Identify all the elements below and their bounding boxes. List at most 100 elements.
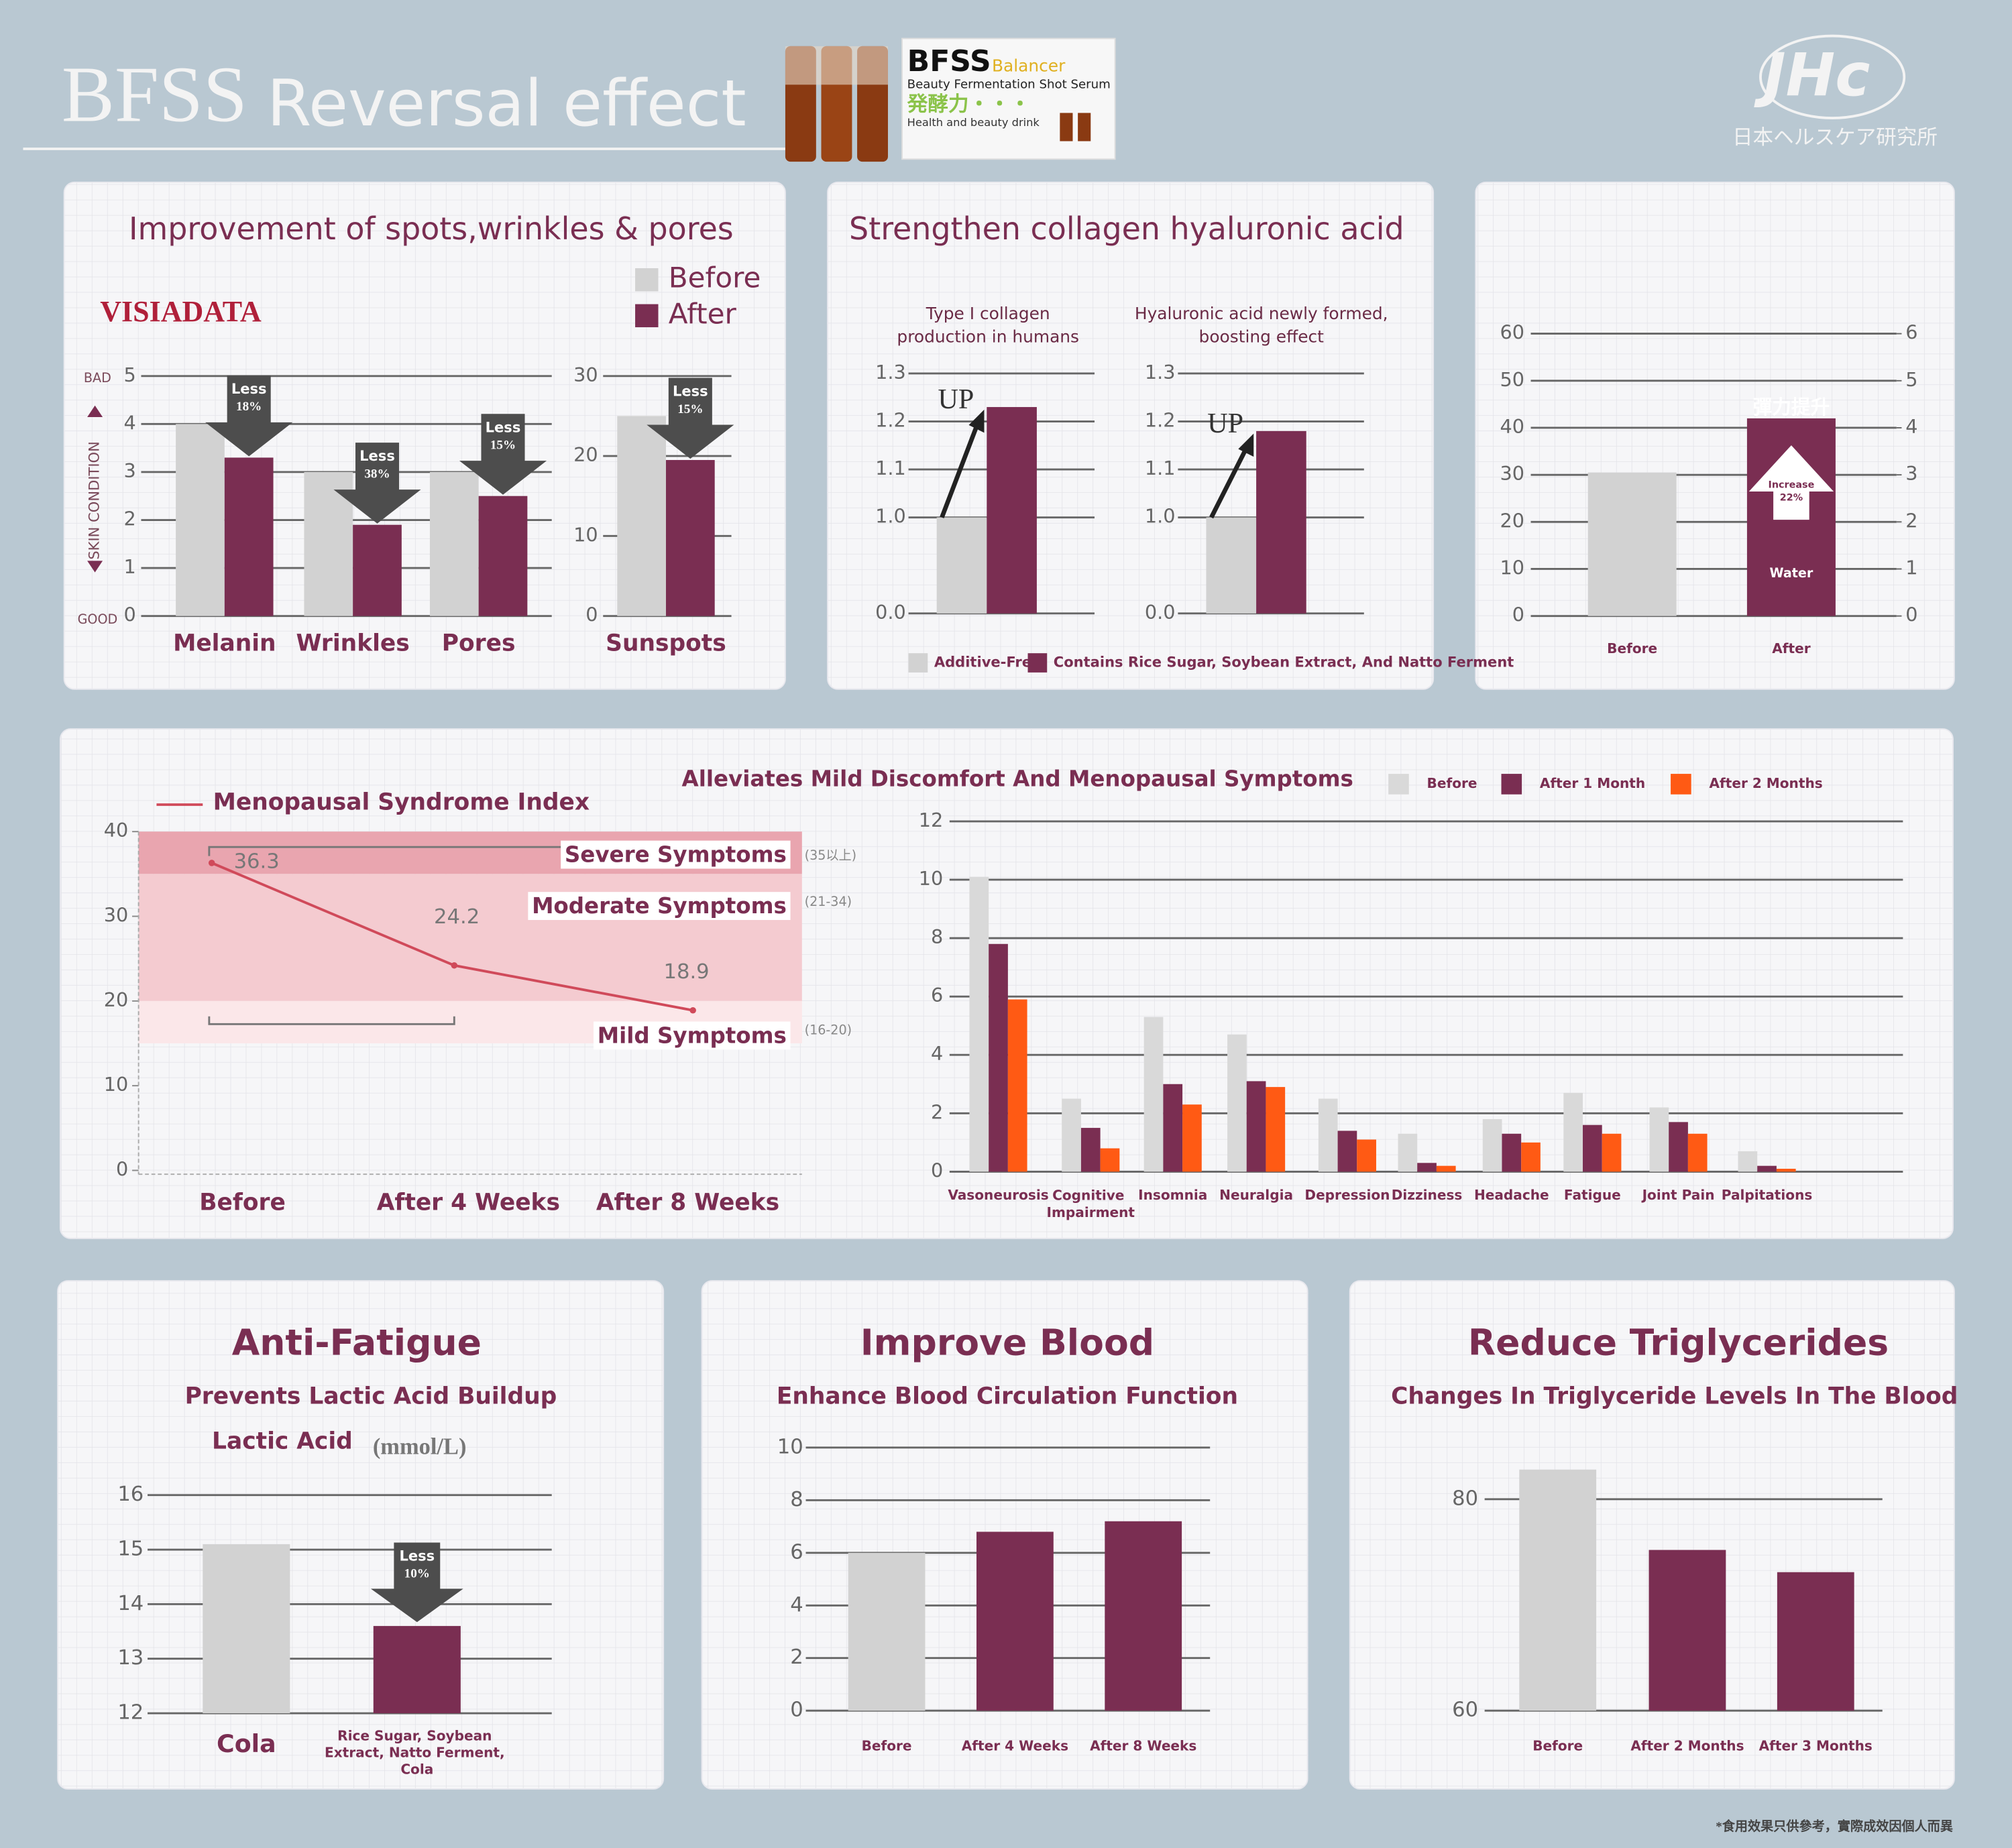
- legend-label: After: [669, 297, 737, 330]
- legend-swatch: [1388, 774, 1409, 795]
- y-tick-label: 0.0: [1145, 601, 1176, 624]
- y-tick-label: 60: [1452, 1698, 1478, 1722]
- y-tick-label: 0: [585, 603, 598, 626]
- y-tick-label: 10: [1500, 556, 1524, 579]
- bar: [1100, 1148, 1120, 1172]
- x-tick-label: After 3 Months: [1759, 1737, 1873, 1753]
- y-tick-label: 10: [919, 867, 944, 890]
- product-tagline: 発酵力・・・: [907, 93, 1031, 116]
- chart-title: Improve Blood: [860, 1321, 1154, 1363]
- legend-label: Before: [1427, 775, 1477, 791]
- chart-title: Improvement of spots,wrinkles & pores: [129, 211, 734, 247]
- y-tick-label: 30: [1500, 462, 1524, 485]
- y-tick-label: 80: [1452, 1487, 1478, 1510]
- bar: [1318, 1098, 1338, 1172]
- bar: [1738, 1151, 1758, 1172]
- y-tick-label: 20: [104, 988, 129, 1011]
- x-tick-label: Before: [1532, 1737, 1583, 1753]
- bar: [1417, 1163, 1437, 1172]
- legend-swatch: [635, 268, 659, 292]
- y-tick-label: 30: [573, 363, 598, 386]
- chart-title: Anti-Fatigue: [232, 1321, 482, 1363]
- bar: [1757, 1165, 1777, 1172]
- chart-subtitle: production in humans: [897, 327, 1079, 346]
- legend-swatch: [908, 653, 928, 673]
- product-name: BFSS: [907, 44, 991, 78]
- annotation-text: Less: [399, 1548, 435, 1564]
- value-label: 18.9: [664, 960, 710, 984]
- x-tick-label: Rice Sugar, Soybean Extract, Natto Ferme…: [325, 1727, 510, 1777]
- label-background: [561, 840, 791, 869]
- bar: [478, 496, 528, 616]
- product-box-bottles: [1060, 113, 1091, 141]
- x-tick-label: Melanin: [173, 630, 276, 656]
- bar: [1519, 1469, 1597, 1711]
- bar: [1227, 1034, 1247, 1172]
- y-tick-label: 1.1: [1145, 457, 1176, 479]
- chart-subtitle: boosting effect: [1199, 327, 1325, 346]
- x-tick-label: After 4 Weeks: [962, 1737, 1068, 1753]
- increase-arrow: [1748, 445, 1834, 520]
- y-tick-label: 2: [790, 1645, 803, 1669]
- x-tick-label: Pores: [442, 630, 516, 656]
- bar: [848, 1552, 926, 1711]
- bar: [617, 416, 666, 616]
- bar: [1777, 1572, 1854, 1711]
- bar: [1080, 1128, 1101, 1172]
- value-label: 36.3: [234, 850, 280, 874]
- bar: [224, 457, 274, 616]
- annotation-arrow: [205, 375, 293, 457]
- y-tick-label: 4: [931, 1042, 943, 1065]
- logo-mark: JHc: [1754, 41, 1870, 110]
- x-tick-label: Fatigue: [1564, 1187, 1621, 1203]
- bracket: [208, 1016, 455, 1025]
- bar: [1583, 1124, 1602, 1172]
- y2-tick-label: 2: [1905, 509, 1917, 532]
- y-tick-label: 40: [1500, 415, 1524, 438]
- chart-subtitle: Enhance Blood Circulation Function: [777, 1383, 1238, 1410]
- y-tick-label: 1.3: [875, 361, 906, 384]
- legend-label: After 2 Months: [1709, 775, 1822, 791]
- y-tick-label: 0.0: [875, 601, 906, 624]
- legend-swatch: [1501, 774, 1522, 795]
- bar: [1163, 1084, 1183, 1172]
- footer-note: *食用效果只供參考，實際成效因個人而異: [1716, 1818, 1953, 1834]
- bar: [1563, 1092, 1583, 1172]
- bar: [1143, 1017, 1164, 1172]
- header-brand: BFSS: [62, 50, 247, 138]
- x-tick-label: Neuralgia: [1219, 1187, 1293, 1203]
- annotation-note: 38%: [364, 467, 390, 481]
- x-tick-label: Joint Pain: [1641, 1187, 1715, 1203]
- legend-label: Before: [669, 262, 761, 294]
- y-tick-label: 12: [117, 1701, 144, 1725]
- bar: [1587, 472, 1677, 616]
- x-tick-label: Before: [1607, 640, 1657, 656]
- band-label: Severe Symptoms: [565, 842, 787, 868]
- brand: VISIADATA: [100, 295, 262, 328]
- x-tick-label: After 8 Weeks: [1090, 1737, 1196, 1753]
- bar: [1256, 430, 1306, 614]
- y-tick-label: 16: [117, 1483, 144, 1506]
- band-note: (21-34): [805, 894, 852, 909]
- bar: [429, 471, 479, 616]
- x-tick-label: Cognitive Impairment: [1047, 1187, 1135, 1220]
- y-tick-label: 12: [919, 809, 944, 831]
- y2-tick-label: 6: [1905, 321, 1917, 344]
- chart-subtitle: Prevents Lactic Acid Buildup: [185, 1383, 557, 1410]
- y-tick-label: 0: [790, 1698, 803, 1722]
- x-tick-label: Cola: [217, 1729, 276, 1758]
- bar: [1398, 1133, 1418, 1172]
- bar: [1206, 517, 1257, 614]
- legend-label: Menopausal Syndrome Index: [213, 789, 590, 816]
- y-tick-label: 1.3: [1145, 361, 1176, 384]
- y-tick-label: 14: [117, 1592, 144, 1615]
- y2-tick-label: 1: [1905, 556, 1917, 579]
- y-tick-label: 1.0: [875, 505, 906, 528]
- y2-tick-label: 3: [1905, 462, 1917, 485]
- legend-swatch: [1671, 774, 1691, 795]
- annotation-note: 10%: [404, 1567, 430, 1581]
- bar-label: Water: [1769, 565, 1813, 581]
- y-tick-label: 3: [124, 459, 136, 482]
- bar: [1337, 1131, 1357, 1172]
- annotation-text: UP: [938, 384, 974, 415]
